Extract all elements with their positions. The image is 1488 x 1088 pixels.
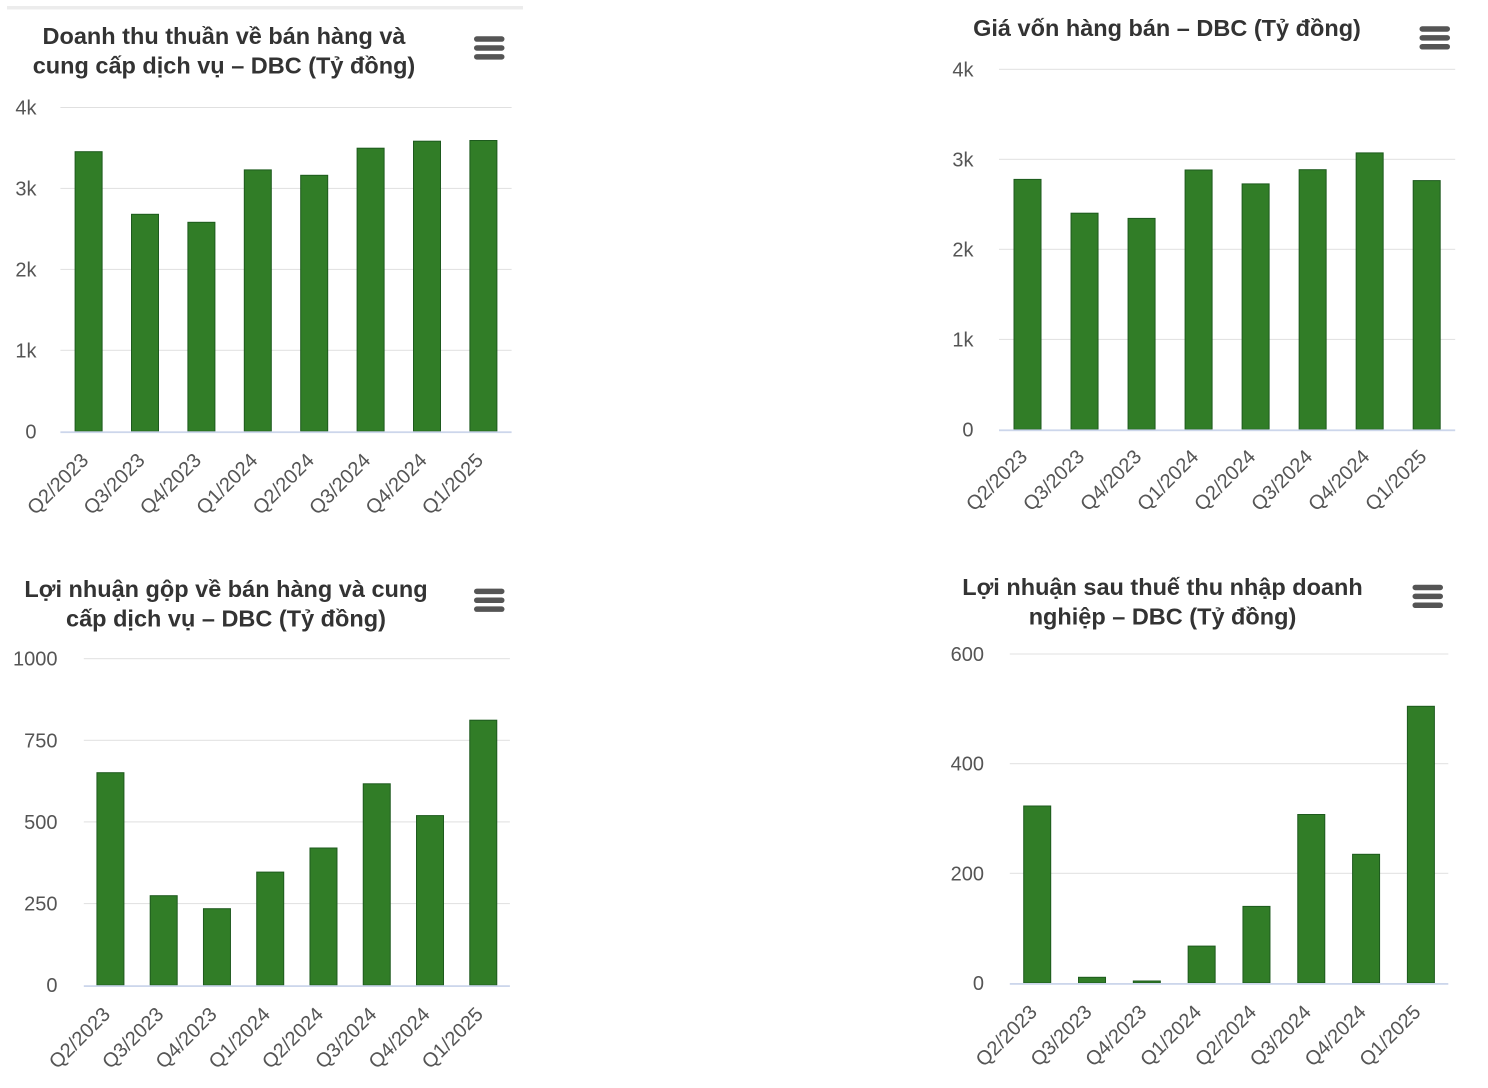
svg-text:500: 500 [24, 812, 57, 834]
svg-text:600: 600 [951, 644, 984, 666]
svg-text:0: 0 [973, 973, 984, 995]
svg-text:4k: 4k [952, 59, 974, 81]
svg-text:0: 0 [46, 975, 57, 997]
svg-text:nghiệp – DBC (Tỷ đồng): nghiệp – DBC (Tỷ đồng) [1029, 604, 1297, 630]
svg-text:1000: 1000 [13, 649, 58, 671]
svg-text:3k: 3k [15, 178, 37, 200]
svg-text:cấp dịch vụ – DBC (Tỷ đồng): cấp dịch vụ – DBC (Tỷ đồng) [66, 606, 386, 632]
svg-text:Doanh thu thuần về bán hàng và: Doanh thu thuần về bán hàng và [43, 23, 407, 49]
svg-text:1k: 1k [952, 329, 974, 351]
svg-text:200: 200 [951, 863, 984, 885]
svg-text:2k: 2k [15, 259, 37, 281]
svg-text:400: 400 [951, 754, 984, 776]
svg-text:Lợi nhuận sau thuế thu nhập do: Lợi nhuận sau thuế thu nhập doanh [962, 574, 1363, 600]
svg-text:0: 0 [25, 421, 36, 443]
svg-text:cung cấp dịch vụ – DBC (Tỷ đồn: cung cấp dịch vụ – DBC (Tỷ đồng) [33, 53, 416, 79]
svg-text:250: 250 [24, 894, 57, 916]
svg-text:4k: 4k [15, 98, 37, 120]
svg-text:750: 750 [24, 730, 57, 752]
svg-text:2k: 2k [952, 239, 974, 261]
svg-text:3k: 3k [952, 149, 974, 171]
svg-text:Giá vốn hàng bán – DBC (Tỷ đồn: Giá vốn hàng bán – DBC (Tỷ đồng) [973, 15, 1361, 41]
svg-text:1k: 1k [15, 340, 37, 362]
svg-text:Lợi nhuận gộp về bán hàng và c: Lợi nhuận gộp về bán hàng và cung [24, 576, 427, 602]
svg-text:0: 0 [962, 419, 973, 441]
